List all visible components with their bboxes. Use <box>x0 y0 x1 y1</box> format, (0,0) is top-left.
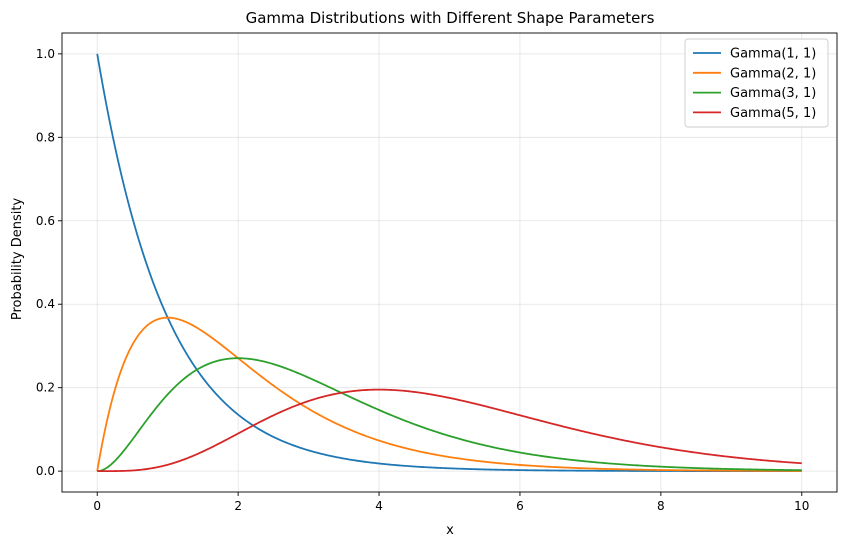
x-tick-label: 6 <box>516 499 524 513</box>
legend-label: Gamma(1, 1) <box>730 47 816 62</box>
series-line <box>96 316 802 472</box>
y-axis-label: Probability Density <box>10 198 25 321</box>
legend-label: Gamma(5, 1) <box>730 106 816 121</box>
x-tick-label: 4 <box>375 499 383 513</box>
series-line <box>97 357 802 473</box>
chart-title: Gamma Distributions with Different Shape… <box>246 9 655 27</box>
x-tick-label: 8 <box>657 499 665 513</box>
legend: Gamma(1, 1) Gamma(2, 1) Gamma(3, 1) Gamma(5… <box>684 38 829 128</box>
legend-label: Gamma(2, 1) <box>730 66 816 81</box>
plot-area: 0 2 4 6 8 10 0.0 0.2 0.4 0.6 0.8 1.0 <box>36 32 838 513</box>
x-axis-label: x <box>446 523 454 538</box>
y-tick-label: 0.4 <box>36 297 55 311</box>
y-tick-label: 0.0 <box>36 464 55 478</box>
legend-frame <box>684 38 829 128</box>
x-tick-label: 0 <box>93 499 101 513</box>
y-tick-label: 0.8 <box>36 130 55 144</box>
x-tick-label: 2 <box>234 499 242 513</box>
y-tick-label: 0.2 <box>36 381 55 395</box>
axes-frame <box>61 32 838 493</box>
y-tick-label: 0.6 <box>36 214 55 228</box>
series-line <box>97 388 802 473</box>
x-tick-label: 10 <box>794 499 809 513</box>
y-tick-label: 1.0 <box>36 47 55 61</box>
legend-label: Gamma(3, 1) <box>730 86 816 101</box>
